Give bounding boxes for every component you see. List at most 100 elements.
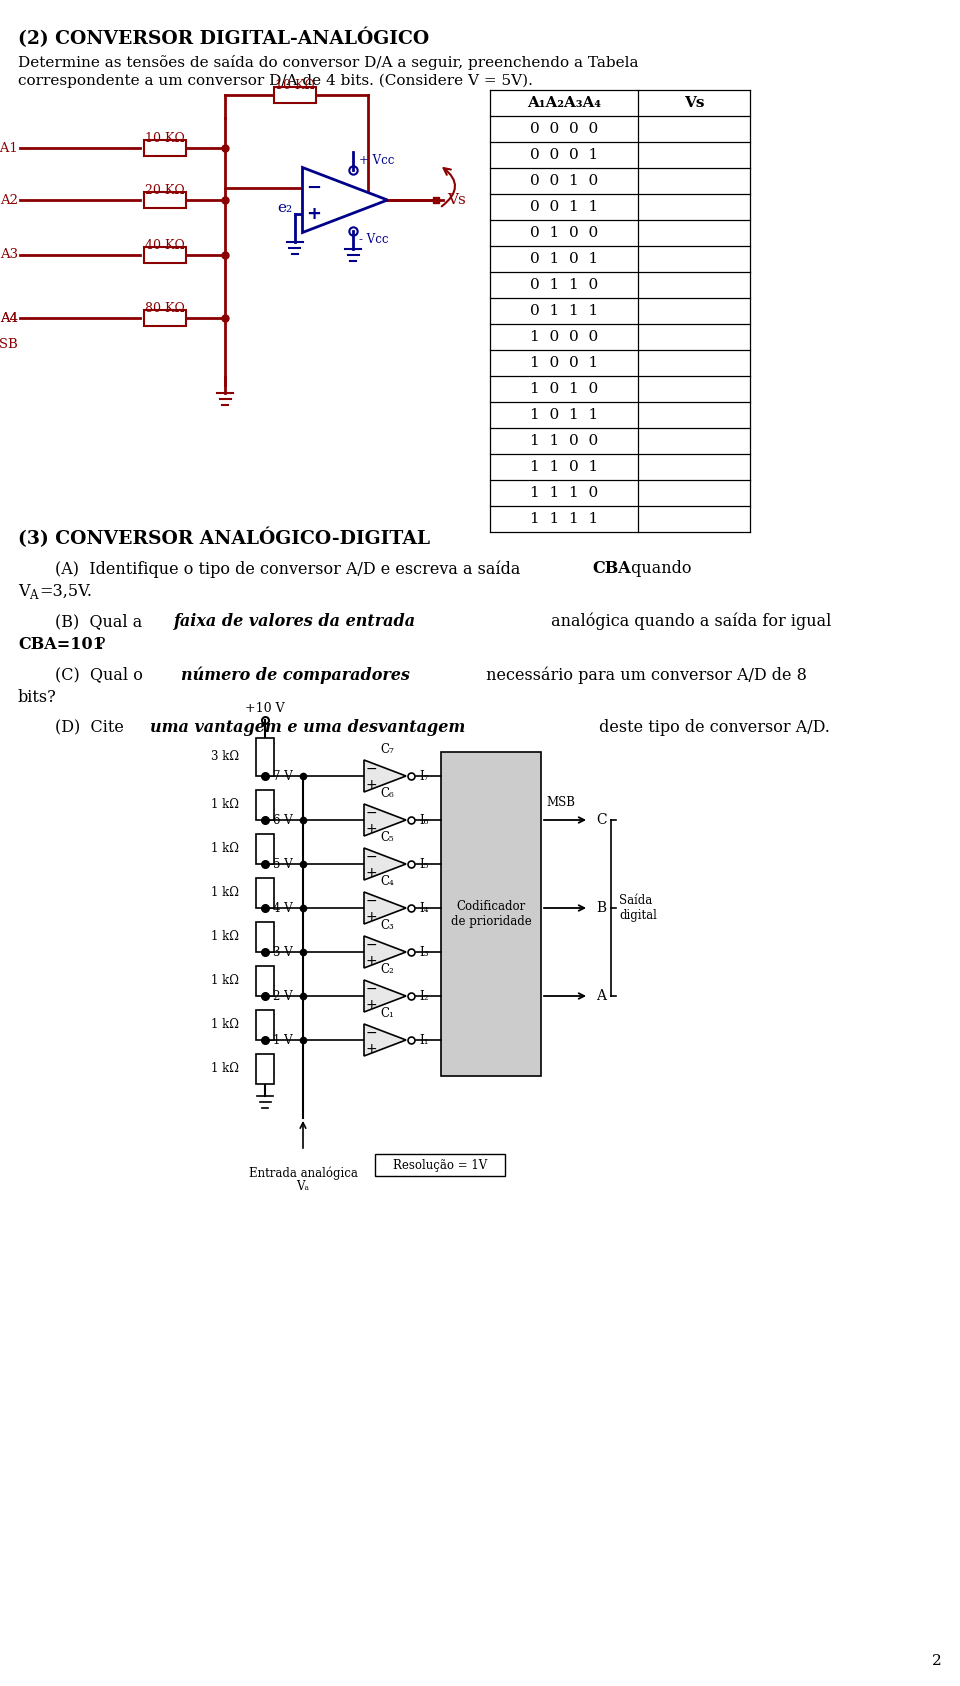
Text: uma vantagem e uma desvantagem: uma vantagem e uma desvantagem: [150, 718, 466, 737]
Text: 1 kΩ: 1 kΩ: [211, 843, 239, 855]
Text: 1  0  1  1: 1 0 1 1: [530, 408, 598, 422]
Text: 40 KΩ: 40 KΩ: [145, 239, 185, 251]
Text: CBA: CBA: [592, 560, 631, 577]
Text: 0  1  1  0: 0 1 1 0: [530, 278, 598, 292]
Bar: [256, 791, 274, 819]
Text: V: V: [18, 583, 30, 600]
Text: 20 KΩ: 20 KΩ: [145, 184, 185, 197]
Polygon shape: [302, 167, 388, 233]
Text: Resolução = 1V: Resolução = 1V: [393, 1158, 487, 1172]
Text: necessário para um conversor A/D de 8: necessário para um conversor A/D de 8: [481, 666, 806, 683]
Text: 1  1  0  1: 1 1 0 1: [530, 460, 598, 474]
Text: A₁A₂A₃A₄: A₁A₂A₃A₄: [527, 96, 601, 110]
Text: A4: A4: [0, 312, 18, 324]
Text: 1 kΩ: 1 kΩ: [211, 799, 239, 811]
Text: 0  1  1  1: 0 1 1 1: [530, 303, 598, 319]
Text: C₃: C₃: [380, 919, 394, 932]
Text: MSB A1: MSB A1: [0, 142, 18, 155]
Text: 1 kΩ: 1 kΩ: [211, 887, 239, 900]
Text: 1  0  1  0: 1 0 1 0: [530, 383, 598, 396]
Polygon shape: [364, 760, 406, 792]
Text: 7 V: 7 V: [273, 769, 293, 782]
Bar: [375, 1153, 505, 1177]
Bar: [144, 140, 186, 157]
Text: Codificador: Codificador: [456, 900, 526, 912]
Text: C₁: C₁: [380, 1007, 394, 1020]
Text: 1 kΩ: 1 kΩ: [211, 1062, 239, 1076]
Text: 1  0  0  0: 1 0 0 0: [530, 330, 598, 344]
Text: analógica quando a saída for igual: analógica quando a saída for igual: [546, 614, 831, 631]
Bar: [144, 192, 186, 207]
Text: + Vcc: + Vcc: [359, 153, 395, 167]
Text: +: +: [365, 777, 377, 792]
Text: 1 kΩ: 1 kΩ: [211, 931, 239, 944]
Text: +: +: [365, 998, 377, 1012]
Text: 0  0  0  0: 0 0 0 0: [530, 121, 598, 137]
Text: Saída: Saída: [619, 894, 652, 907]
Text: +: +: [365, 823, 377, 836]
Text: 0  0  0  1: 0 0 0 1: [530, 148, 598, 162]
Text: +: +: [306, 206, 321, 223]
Text: C₂: C₂: [380, 963, 394, 976]
Text: quando: quando: [626, 560, 691, 577]
Text: 3 V: 3 V: [273, 946, 293, 959]
Text: digital: digital: [619, 909, 657, 922]
Text: 1 kΩ: 1 kΩ: [211, 1018, 239, 1032]
Text: - Vcc: - Vcc: [359, 233, 389, 246]
Text: −: −: [365, 762, 377, 776]
Text: C₇: C₇: [380, 744, 394, 755]
Text: deste tipo de conversor A/D.: deste tipo de conversor A/D.: [594, 718, 829, 737]
Bar: [256, 738, 274, 776]
Bar: [256, 1054, 274, 1084]
Text: (2) CONVERSOR DIGITAL-ANALÓGICO: (2) CONVERSOR DIGITAL-ANALÓGICO: [18, 29, 429, 49]
Bar: [256, 878, 274, 909]
Text: Determine as tensões de saída do conversor D/A a seguir, preenchendo a Tabela: Determine as tensões de saída do convers…: [18, 56, 638, 71]
Text: C₆: C₆: [380, 787, 394, 799]
Text: CBA=101: CBA=101: [18, 636, 104, 652]
Bar: [441, 752, 541, 1076]
Text: (3) CONVERSOR ANALÓGICO-DIGITAL: (3) CONVERSOR ANALÓGICO-DIGITAL: [18, 528, 430, 548]
Text: 4 V: 4 V: [273, 902, 293, 914]
Text: de prioridade: de prioridade: [450, 915, 532, 929]
Text: C₄: C₄: [380, 875, 394, 889]
Text: 10 KΩ: 10 KΩ: [145, 132, 185, 145]
Text: número de comparadores: número de comparadores: [181, 666, 410, 683]
Polygon shape: [364, 804, 406, 836]
Text: −: −: [306, 179, 321, 197]
Text: Vs: Vs: [684, 96, 705, 110]
Text: A: A: [29, 588, 37, 602]
Text: 0  0  1  1: 0 0 1 1: [530, 201, 598, 214]
Text: (C)  Qual o: (C) Qual o: [55, 666, 148, 683]
Text: (D)  Cite: (D) Cite: [55, 718, 129, 737]
Text: I₆: I₆: [419, 814, 428, 826]
Text: I₂: I₂: [419, 990, 428, 1003]
Text: I₃: I₃: [419, 946, 428, 959]
Text: −: −: [365, 850, 377, 863]
Bar: [274, 88, 316, 103]
Text: MSB: MSB: [546, 796, 575, 809]
Bar: [256, 966, 274, 996]
Text: Entrada analógica: Entrada analógica: [249, 1167, 357, 1180]
Bar: [144, 310, 186, 325]
Text: correspondente a um conversor D/A de 4 bits. (Considere V = 5V).: correspondente a um conversor D/A de 4 b…: [18, 74, 533, 88]
Text: 1 V: 1 V: [273, 1034, 293, 1047]
Text: 0  0  1  0: 0 0 1 0: [530, 174, 598, 189]
Text: A2: A2: [0, 194, 18, 206]
Text: Vs: Vs: [447, 192, 467, 207]
Text: −: −: [365, 894, 377, 909]
Text: 2 V: 2 V: [273, 990, 293, 1003]
FancyArrowPatch shape: [442, 169, 455, 206]
Text: A3: A3: [0, 248, 18, 261]
Text: 80 KΩ: 80 KΩ: [145, 302, 185, 315]
Polygon shape: [364, 848, 406, 880]
Text: A4: A4: [0, 312, 18, 324]
Bar: [144, 248, 186, 263]
Text: e₂: e₂: [276, 201, 292, 216]
Text: I₅: I₅: [419, 858, 428, 870]
Text: −: −: [365, 1027, 377, 1040]
Text: −: −: [365, 981, 377, 996]
Text: B: B: [596, 900, 606, 915]
Text: 0  1  0  1: 0 1 0 1: [530, 251, 598, 266]
Polygon shape: [364, 980, 406, 1012]
Text: 0  1  0  0: 0 1 0 0: [530, 226, 598, 239]
